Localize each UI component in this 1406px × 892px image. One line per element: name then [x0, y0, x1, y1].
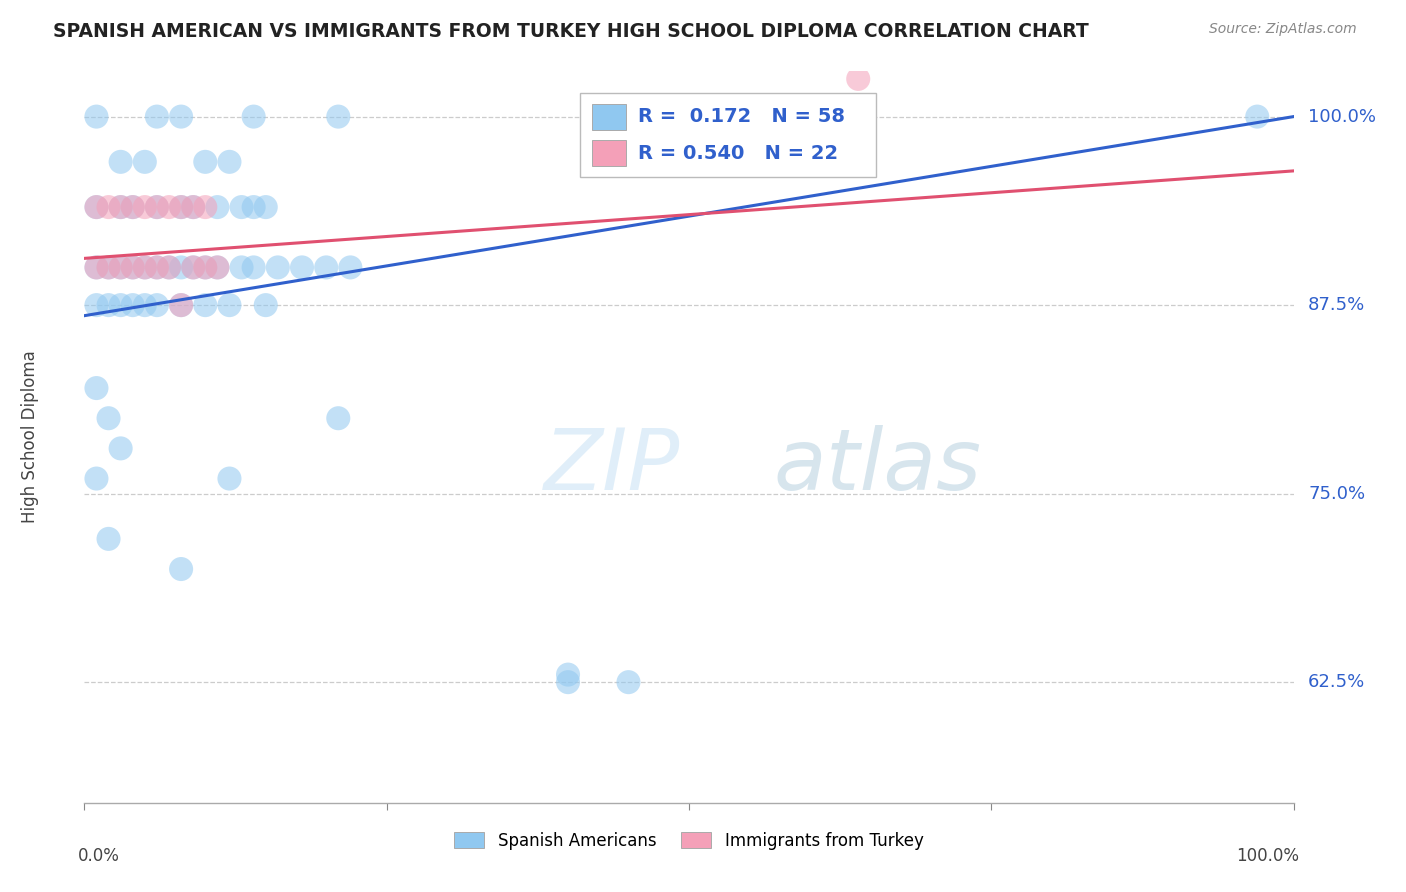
Point — [97, 260, 120, 275]
Point — [97, 298, 120, 312]
Point — [110, 200, 132, 214]
Point — [134, 298, 156, 312]
Point — [315, 260, 337, 275]
Point — [146, 110, 169, 124]
Point — [110, 260, 132, 275]
Point — [97, 260, 120, 275]
Point — [146, 200, 169, 214]
Point — [170, 298, 193, 312]
Legend: Spanish Americans, Immigrants from Turkey: Spanish Americans, Immigrants from Turke… — [447, 825, 931, 856]
Point — [267, 260, 290, 275]
FancyBboxPatch shape — [581, 94, 876, 178]
Text: 100.0%: 100.0% — [1236, 847, 1299, 864]
Point — [121, 200, 143, 214]
Point — [181, 260, 204, 275]
Point — [242, 200, 264, 214]
Point — [110, 442, 132, 456]
Point — [121, 260, 143, 275]
FancyBboxPatch shape — [592, 140, 626, 166]
Point — [146, 200, 169, 214]
Point — [170, 298, 193, 312]
Point — [207, 200, 229, 214]
Point — [242, 110, 264, 124]
Text: High School Diploma: High School Diploma — [21, 351, 39, 524]
Point — [134, 260, 156, 275]
Point — [617, 675, 640, 690]
Point — [86, 381, 108, 395]
Point — [110, 200, 132, 214]
Point — [242, 260, 264, 275]
Point — [194, 260, 217, 275]
Point — [339, 260, 361, 275]
Point — [194, 154, 217, 169]
Point — [254, 200, 277, 214]
Point — [146, 260, 169, 275]
FancyBboxPatch shape — [592, 103, 626, 129]
Point — [134, 200, 156, 214]
Point — [157, 260, 180, 275]
Point — [328, 110, 350, 124]
Point — [328, 411, 350, 425]
Point — [146, 298, 169, 312]
Point — [291, 260, 314, 275]
Point — [157, 260, 180, 275]
Point — [194, 260, 217, 275]
Point — [181, 200, 204, 214]
Point — [557, 667, 579, 681]
Text: R =  0.172   N = 58: R = 0.172 N = 58 — [638, 107, 845, 126]
Point — [110, 260, 132, 275]
Text: ZIP: ZIP — [544, 425, 681, 508]
Text: 62.5%: 62.5% — [1308, 673, 1365, 691]
Point — [86, 200, 108, 214]
Point — [1246, 110, 1268, 124]
Point — [97, 532, 120, 546]
Point — [218, 298, 240, 312]
Point — [218, 471, 240, 485]
Point — [121, 200, 143, 214]
Point — [170, 200, 193, 214]
Text: R = 0.540   N = 22: R = 0.540 N = 22 — [638, 144, 838, 162]
Point — [134, 154, 156, 169]
Point — [254, 298, 277, 312]
Point — [231, 260, 253, 275]
Point — [170, 110, 193, 124]
Point — [207, 260, 229, 275]
Point — [86, 471, 108, 485]
Point — [557, 675, 579, 690]
Point — [110, 154, 132, 169]
Point — [146, 260, 169, 275]
Point — [86, 110, 108, 124]
Point — [134, 260, 156, 275]
Point — [170, 200, 193, 214]
Point — [121, 298, 143, 312]
Point — [97, 411, 120, 425]
Point — [86, 298, 108, 312]
Point — [97, 200, 120, 214]
Point — [181, 260, 204, 275]
Text: 100.0%: 100.0% — [1308, 108, 1376, 126]
Point — [194, 298, 217, 312]
Point — [181, 200, 204, 214]
Point — [86, 260, 108, 275]
Point — [170, 260, 193, 275]
Text: atlas: atlas — [773, 425, 981, 508]
Point — [110, 298, 132, 312]
Point — [846, 71, 869, 86]
Point — [121, 260, 143, 275]
Text: Source: ZipAtlas.com: Source: ZipAtlas.com — [1209, 22, 1357, 37]
Text: 0.0%: 0.0% — [79, 847, 120, 864]
Point — [218, 154, 240, 169]
Point — [86, 260, 108, 275]
Point — [86, 200, 108, 214]
Text: SPANISH AMERICAN VS IMMIGRANTS FROM TURKEY HIGH SCHOOL DIPLOMA CORRELATION CHART: SPANISH AMERICAN VS IMMIGRANTS FROM TURK… — [53, 22, 1090, 41]
Point — [207, 260, 229, 275]
Point — [157, 200, 180, 214]
Point — [194, 200, 217, 214]
Point — [231, 200, 253, 214]
Text: 87.5%: 87.5% — [1308, 296, 1365, 314]
Point — [170, 562, 193, 576]
Text: 75.0%: 75.0% — [1308, 484, 1365, 502]
